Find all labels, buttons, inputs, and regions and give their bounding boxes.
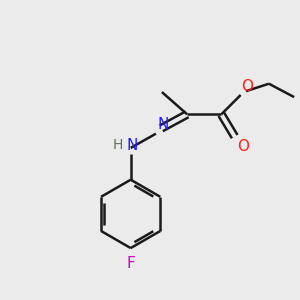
Text: O: O (241, 79, 253, 94)
Text: O: O (237, 139, 249, 154)
Text: F: F (126, 256, 135, 271)
Text: H: H (113, 138, 123, 152)
Text: N: N (158, 118, 169, 133)
Text: N: N (127, 138, 138, 153)
